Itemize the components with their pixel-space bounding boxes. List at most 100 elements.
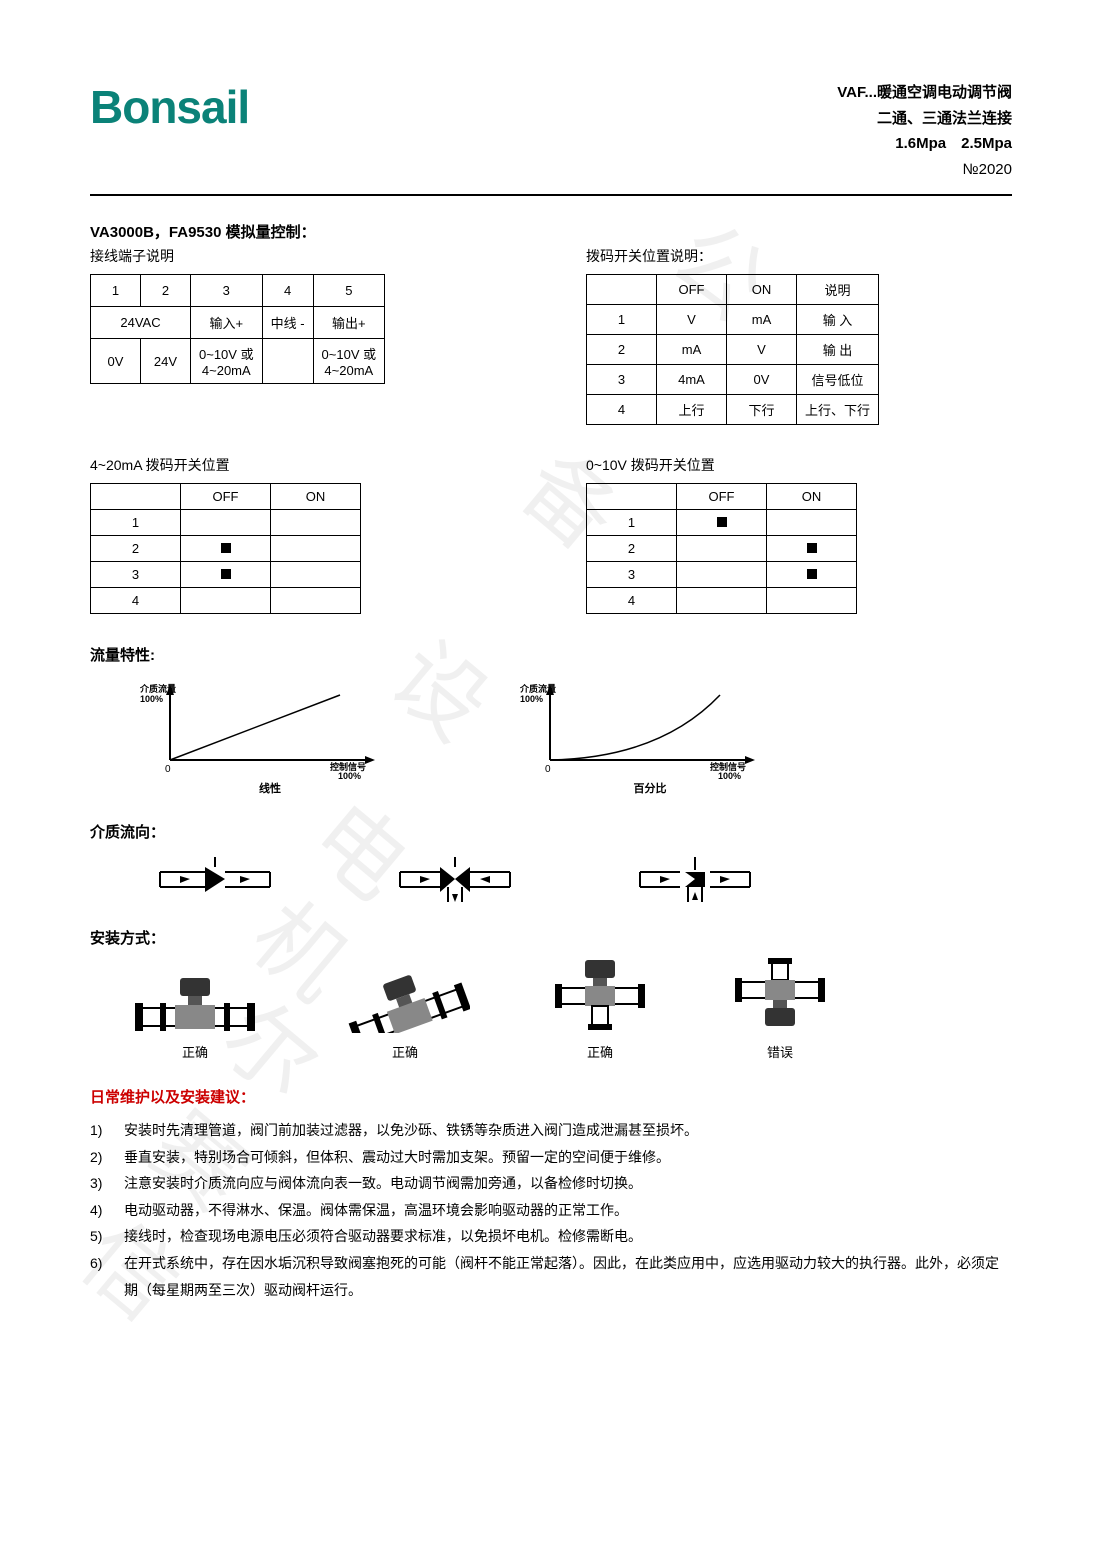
cell: 0~10V 或 4~20mA (313, 339, 385, 384)
cell: ON (727, 275, 797, 305)
cell: 3 (587, 365, 657, 395)
cell: 24V (141, 339, 191, 384)
cell: OFF (181, 484, 271, 510)
cell: 4mA (657, 365, 727, 395)
chart1-cap: 线性 (140, 780, 400, 796)
install-cap-2: 正确 (340, 1042, 470, 1061)
flow-icon-3way-b (630, 852, 760, 907)
note-4: 电动驱动器，不得淋水、保温。阀体需保温，高温环境会影响驱动器的正常工作。 (124, 1197, 628, 1224)
cell: 说明 (797, 275, 879, 305)
cell: 中线 - (262, 307, 313, 339)
flow-direction-diagrams (150, 852, 1012, 907)
cell (677, 588, 767, 614)
chart-percent: 介质流量 100% 0 控制信号 100% 百分比 (520, 680, 780, 796)
page-header: Bonsail VAF...暖通空调电动调节阀 二通、三通法兰连接 1.6Mpa… (90, 80, 1012, 196)
cell (767, 510, 857, 536)
maint-title: 日常维护以及安装建议： (90, 1086, 1012, 1107)
svg-text:介质流量: 介质流量 (140, 683, 176, 694)
cell: 2 (587, 335, 657, 365)
note-1: 安装时先清理管道，阀门前加装过滤器，以免沙砾、铁锈等杂质进入阀门造成泄漏甚至损坏… (124, 1117, 698, 1144)
dip-subtitle: 拨码开关位置说明： (586, 246, 1012, 266)
cell (767, 562, 857, 588)
cell: 0V (727, 365, 797, 395)
note-3: 注意安装时介质流向应与阀体流向表一致。电动调节阀需加旁通，以备检修时切换。 (124, 1170, 642, 1197)
cell (91, 484, 181, 510)
cell (181, 588, 271, 614)
cell: V (657, 305, 727, 335)
svg-text:介质流量: 介质流量 (520, 683, 556, 694)
cell (181, 536, 271, 562)
t010-title: 0~10V 拨码开关位置 (586, 455, 1012, 475)
cell: 输出+ (313, 307, 385, 339)
cell: 24VAC (91, 307, 191, 339)
cell (271, 588, 361, 614)
flow-charts: 介质流量 100% 0 控制信号 100% 线性 介质流量 100% 0 控制信… (140, 680, 1012, 796)
cell (271, 562, 361, 588)
cell: OFF (657, 275, 727, 305)
t010-table: OFFON 1 2 3 4 (586, 483, 857, 614)
cell (271, 510, 361, 536)
install-icon-3 (550, 958, 650, 1033)
flow-icon-2way (150, 852, 280, 907)
cell: 输 出 (797, 335, 879, 365)
cell: 0V (91, 339, 141, 384)
cell: 2 (91, 536, 181, 562)
cell (181, 562, 271, 588)
cell (677, 510, 767, 536)
cell: 3 (587, 562, 677, 588)
cell: 下行 (727, 395, 797, 425)
cell: 上行、下行 (797, 395, 879, 425)
cell: 5 (313, 275, 385, 307)
cell (181, 510, 271, 536)
chart2-cap: 百分比 (520, 780, 780, 796)
cell: 4 (587, 395, 657, 425)
cell: 输入+ (191, 307, 263, 339)
cell: mA (727, 305, 797, 335)
cell: 4 (91, 588, 181, 614)
cell: 1 (91, 510, 181, 536)
hdr-line3: 1.6Mpa 2.5Mpa (837, 131, 1012, 157)
install-diagrams: 正确 正确 正确 (130, 958, 1012, 1061)
logo: Bonsail (90, 80, 249, 134)
cell: 1 (91, 275, 141, 307)
t420-title: 4~20mA 拨码开关位置 (90, 455, 516, 475)
install-icon-1 (130, 973, 260, 1033)
cell (767, 588, 857, 614)
terminal-table: 1 2 3 4 5 24VAC 输入+ 中线 - 输出+ 0V 24V 0~10… (90, 274, 385, 384)
note-2: 垂直安装，特别场合可倾斜，但体积、震动过大时需加支架。预留一定的空间便于维修。 (124, 1144, 670, 1171)
header-right: VAF...暖通空调电动调节阀 二通、三通法兰连接 1.6Mpa 2.5Mpa … (837, 80, 1012, 182)
cell: 2 (587, 536, 677, 562)
flow-icon-3way-a (390, 852, 520, 907)
cell: 信号低位 (797, 365, 879, 395)
cell: 3 (191, 275, 263, 307)
install-title: 安装方式： (90, 927, 1012, 948)
cell: 3 (91, 562, 181, 588)
flow-char-title: 流量特性: (90, 644, 1012, 665)
install-icon-2 (340, 973, 470, 1033)
cell: ON (271, 484, 361, 510)
cell: 输 入 (797, 305, 879, 335)
svg-text:100%: 100% (520, 694, 543, 704)
terminal-subtitle: 接线端子说明 (90, 246, 516, 266)
cell (262, 339, 313, 384)
flow-dir-title: 介质流向： (90, 821, 1012, 842)
cell (677, 536, 767, 562)
svg-text:0: 0 (165, 764, 171, 775)
cell: 0~10V 或 4~20mA (191, 339, 263, 384)
note-5: 接线时，检查现场电源电压必须符合驱动器要求标准，以免损坏电机。检修需断电。 (124, 1223, 642, 1250)
svg-text:100%: 100% (140, 694, 163, 704)
cell (271, 536, 361, 562)
t420-table: OFFON 1 2 3 4 (90, 483, 361, 614)
install-icon-4 (730, 958, 830, 1033)
cell (677, 562, 767, 588)
svg-text:100%: 100% (338, 771, 361, 780)
install-cap-1: 正确 (130, 1042, 260, 1061)
cell: ON (767, 484, 857, 510)
cell (587, 275, 657, 305)
hdr-line4: №2020 (837, 157, 1012, 183)
cell: 4 (262, 275, 313, 307)
chart-linear: 介质流量 100% 0 控制信号 100% 线性 (140, 680, 400, 796)
cell: 上行 (657, 395, 727, 425)
cell: OFF (677, 484, 767, 510)
cell: mA (657, 335, 727, 365)
